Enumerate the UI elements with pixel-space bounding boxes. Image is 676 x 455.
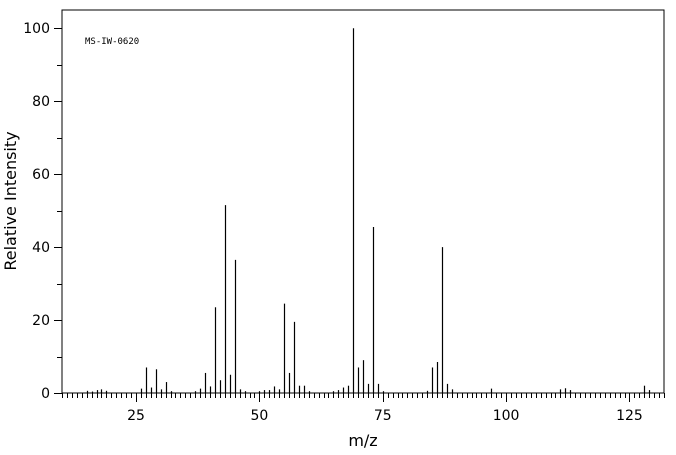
x-tick-label: 50: [250, 408, 268, 424]
spectrum-id-annotation: MS-IW-0620: [85, 37, 139, 47]
axis-ticks: [54, 28, 665, 402]
y-tick-label: 60: [32, 167, 50, 183]
x-tick-label: 25: [127, 408, 145, 424]
y-tick-label: 40: [32, 240, 50, 256]
y-axis-label: Relative Intensity: [1, 131, 20, 270]
y-tick-label: 20: [32, 313, 50, 329]
x-axis-label: m/z: [348, 431, 377, 450]
y-tick-label: 0: [41, 386, 50, 402]
x-tick-label: 100: [493, 408, 520, 424]
x-tick-label: 125: [616, 408, 643, 424]
y-tick-label: 100: [23, 21, 50, 37]
plot-frame: [61, 9, 665, 394]
y-tick-label: 80: [32, 94, 50, 110]
x-tick-label: 75: [374, 408, 392, 424]
spectrum-peaks: [86, 28, 651, 393]
tick-labels: 25 50 75 100 125 0 20 40 60 80 100: [23, 21, 643, 424]
